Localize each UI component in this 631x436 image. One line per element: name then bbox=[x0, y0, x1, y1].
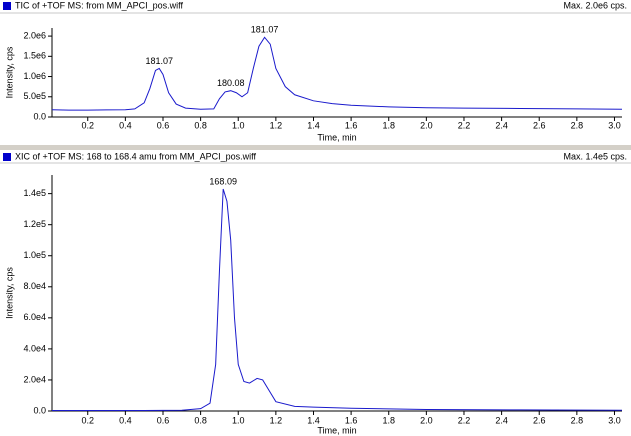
y-tick-label: 5.0e5 bbox=[23, 91, 46, 101]
x-tick-label: 1.2 bbox=[270, 415, 283, 425]
y-axis-label: Intensity, cps bbox=[4, 267, 14, 319]
x-tick-label: 2.0 bbox=[420, 120, 433, 130]
x-tick-label: 0.8 bbox=[194, 120, 207, 130]
x-tick-label: 2.6 bbox=[533, 415, 546, 425]
x-tick-label: 1.8 bbox=[382, 120, 395, 130]
y-tick-label: 6.0e4 bbox=[23, 312, 46, 322]
x-tick-label: 2.0 bbox=[420, 415, 433, 425]
x-tick-label: 2.2 bbox=[458, 415, 471, 425]
x-tick-label: 1.8 bbox=[382, 415, 395, 425]
x-tick-label: 0.6 bbox=[157, 120, 170, 130]
max-intensity: Max. 2.0e6 cps. bbox=[563, 0, 627, 10]
x-tick-label: 3.0 bbox=[608, 120, 621, 130]
trace-line bbox=[51, 36, 623, 111]
trace-line bbox=[52, 188, 623, 412]
y-tick-label: 1.0e5 bbox=[23, 250, 46, 260]
x-axis-label: Time, min bbox=[317, 132, 356, 142]
x-tick-label: 2.4 bbox=[495, 120, 508, 130]
pane-separator bbox=[0, 145, 631, 150]
y-tick-label: 1.4e5 bbox=[23, 188, 46, 198]
y-tick-label: 2.0e4 bbox=[23, 374, 46, 384]
x-tick-label: 0.4 bbox=[119, 415, 132, 425]
trace-icon bbox=[3, 2, 11, 10]
x-tick-label: 0.2 bbox=[81, 415, 94, 425]
x-tick-label: 1.0 bbox=[232, 415, 245, 425]
max-intensity: Max. 1.4e5 cps. bbox=[563, 151, 627, 161]
x-tick-label: 2.8 bbox=[571, 120, 584, 130]
x-tick-label: 0.2 bbox=[81, 120, 94, 130]
trace-icon bbox=[3, 153, 11, 161]
x-tick-label: 1.6 bbox=[345, 415, 358, 425]
peak-label: 168.09 bbox=[209, 176, 237, 186]
y-tick-label: 1.2e5 bbox=[23, 219, 46, 229]
x-tick-label: 2.2 bbox=[458, 120, 471, 130]
x-tick-label: 2.6 bbox=[533, 120, 546, 130]
y-tick-label: 1.0e6 bbox=[23, 71, 46, 81]
x-tick-label: 0.4 bbox=[119, 120, 132, 130]
peak-label: 181.07 bbox=[251, 25, 279, 35]
x-tick-label: 2.8 bbox=[571, 415, 584, 425]
y-tick-label: 0.0 bbox=[33, 111, 46, 121]
x-tick-label: 1.0 bbox=[232, 120, 245, 130]
pane-title: TIC of +TOF MS: from MM_APCI_pos.wiff bbox=[15, 0, 183, 10]
y-tick-label: 0.0 bbox=[33, 405, 46, 415]
y-tick-label: 2.0e6 bbox=[23, 30, 46, 40]
y-tick-label: 8.0e4 bbox=[23, 281, 46, 291]
x-tick-label: 1.4 bbox=[307, 120, 320, 130]
x-tick-label: 2.4 bbox=[495, 415, 508, 425]
pane-title: XIC of +TOF MS: 168 to 168.4 amu from MM… bbox=[15, 151, 257, 161]
x-axis-label: Time, min bbox=[317, 425, 356, 435]
x-tick-label: 3.0 bbox=[608, 415, 621, 425]
x-tick-label: 1.4 bbox=[307, 415, 320, 425]
peak-label: 180.08 bbox=[217, 78, 245, 88]
y-tick-label: 1.5e6 bbox=[23, 51, 46, 61]
y-tick-label: 4.0e4 bbox=[23, 343, 46, 353]
x-tick-label: 1.2 bbox=[270, 120, 283, 130]
peak-label: 181.07 bbox=[145, 56, 173, 66]
x-tick-label: 0.8 bbox=[194, 415, 207, 425]
y-axis-label: Intensity, cps bbox=[4, 46, 14, 98]
x-tick-label: 0.6 bbox=[157, 415, 170, 425]
x-tick-label: 1.6 bbox=[345, 120, 358, 130]
